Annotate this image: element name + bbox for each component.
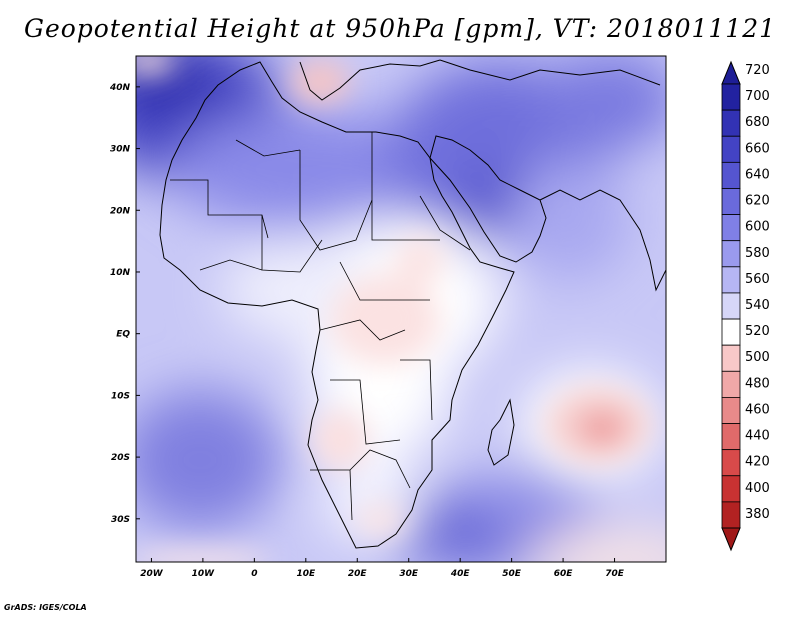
colorbar-segment — [721, 318, 741, 346]
lon-tick-label: 30E — [399, 569, 419, 579]
colorbar-level-label: 560 — [745, 272, 770, 287]
grads-credit: GrADS: IGES/COLA — [4, 603, 87, 612]
colorbar-segment — [721, 161, 741, 189]
colorbar-level-label: 520 — [745, 324, 770, 339]
colorbar-level-label: 640 — [745, 167, 770, 182]
colorbar-segment — [721, 475, 741, 503]
colorbar-segment — [721, 188, 741, 215]
colorbar-segment — [721, 214, 741, 242]
lon-tick-label: 20E — [348, 569, 368, 579]
colorbar-segment — [721, 397, 741, 424]
country-borders — [170, 132, 471, 521]
colorbar-level-label: 580 — [745, 246, 770, 261]
colorbar-level-label: 600 — [745, 220, 770, 235]
map-frame — [135, 55, 667, 563]
colorbar-segment — [721, 83, 741, 111]
colorbar-segment — [721, 292, 741, 320]
lon-tick-label: 10W — [192, 569, 216, 579]
colorbar-segment — [721, 423, 741, 451]
colorbar-level-label: 540 — [745, 298, 770, 313]
colorbar-level-label: 720 — [745, 63, 770, 78]
colorbar-level-label: 620 — [745, 194, 770, 209]
lat-tick-label: 40N — [109, 83, 131, 93]
lon-tick-label: 40E — [450, 569, 471, 579]
colorbar-level-label: 380 — [745, 507, 770, 522]
colorbar-level-label: 680 — [745, 115, 770, 130]
colorbar-level-label: 700 — [745, 89, 770, 104]
lat-tick-label: 20N — [110, 206, 131, 216]
colorbar-level-label: 420 — [745, 455, 770, 470]
colorbar-top-arrow — [721, 60, 741, 85]
colorbar-segment — [721, 240, 741, 268]
map-title: Geopotential Height at 950hPa [gpm], VT:… — [23, 14, 777, 43]
colorbar-level-label: 500 — [745, 350, 770, 365]
lon-tick-label: 10E — [296, 569, 316, 579]
lat-tick-label: 30N — [110, 145, 131, 155]
colorbar-level-label: 660 — [745, 141, 770, 156]
colorbar-segment — [721, 344, 741, 372]
colorbar-segment — [721, 501, 741, 529]
lat-tick-label: 10S — [111, 391, 130, 401]
colorbar-level-label: 440 — [745, 429, 770, 444]
colorbar-segment — [721, 109, 741, 137]
colorbar-bottom-arrow — [721, 527, 741, 552]
colorbar-segment — [721, 449, 741, 477]
colorbar: 720 700 680 660 640 620 600 580 560 540 520 500 480 4… — [721, 60, 770, 552]
colorbar-level-label: 400 — [745, 481, 770, 496]
colorbar-level-label: 460 — [745, 402, 770, 417]
colorbar-level-label: 480 — [745, 376, 770, 391]
lat-tick-label: 20S — [111, 453, 130, 463]
coastlines — [159, 59, 666, 549]
colorbar-segment — [721, 370, 741, 398]
colorbar-segment — [721, 135, 741, 163]
lon-tick-label: 50E — [502, 569, 522, 579]
lat-tick-label: 10N — [110, 268, 131, 278]
lon-tick-label: 60E — [554, 569, 574, 579]
lon-tick-label: 0 — [251, 569, 257, 579]
longitude-axis: 20W 10W 0 10E 20E 30E 40E 50E 60E 70E — [140, 558, 625, 579]
lon-tick-label: 70E — [605, 569, 625, 579]
lat-tick-label: EQ — [116, 330, 130, 340]
latitude-axis: 40N 30N 20N 10N EQ 10S 20S 30S — [109, 83, 140, 525]
field-shading — [136, 56, 666, 562]
lon-tick-label: 20W — [140, 569, 164, 579]
lat-tick-label: 30S — [111, 515, 130, 525]
colorbar-segment — [721, 266, 741, 294]
